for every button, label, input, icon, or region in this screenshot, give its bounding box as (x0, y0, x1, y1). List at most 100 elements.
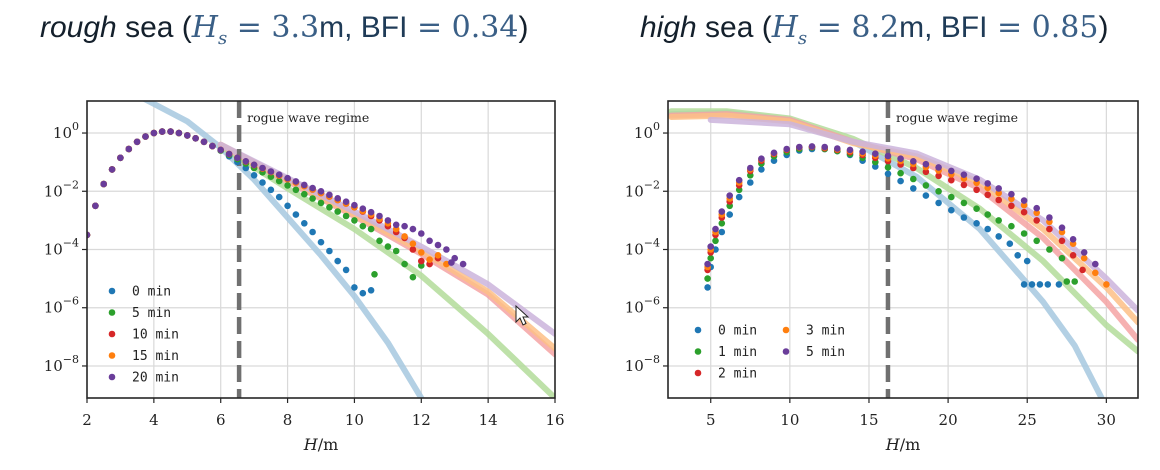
data-point (434, 252, 442, 259)
data-point (821, 143, 828, 151)
data-point (301, 220, 308, 227)
fit-curve-0-min (141, 101, 425, 398)
legend-label: 10 min (132, 328, 179, 343)
data-point (960, 214, 968, 221)
data-point (948, 167, 955, 175)
data-point (409, 246, 417, 253)
fit-curve-2-min (668, 111, 1138, 343)
data-point (284, 174, 291, 182)
data-point (275, 193, 283, 201)
data-point (704, 275, 711, 282)
data-point (284, 182, 291, 189)
data-point (334, 195, 342, 202)
data-point (1092, 269, 1099, 277)
data-point (317, 199, 325, 207)
data-point (973, 220, 980, 227)
x-tick-label: 6 (216, 411, 226, 429)
data-point (712, 246, 719, 253)
data-point (948, 193, 955, 201)
data-point (1020, 197, 1028, 204)
data-point (125, 145, 133, 153)
series-0-min (704, 145, 1063, 291)
data-point (796, 143, 803, 151)
data-point (897, 155, 904, 162)
y-tick-label: 10−6 (625, 295, 660, 317)
data-point (747, 179, 754, 186)
data-point (1033, 204, 1040, 212)
data-point (960, 181, 968, 189)
data-point (326, 247, 333, 255)
data-point (897, 177, 904, 185)
data-point (426, 237, 433, 245)
data-point (910, 185, 917, 192)
x-tick-label: 8 (283, 411, 293, 429)
y-tick-label: 10−4 (625, 237, 660, 259)
data-point (351, 201, 358, 209)
data-point (1080, 249, 1088, 256)
data-point (326, 204, 333, 211)
data-point (984, 211, 991, 218)
data-point (910, 175, 917, 183)
data-point (758, 166, 765, 173)
y-tick-label: 100 (634, 120, 660, 142)
data-point (712, 237, 719, 245)
data-point (948, 206, 955, 214)
data-point (1044, 281, 1052, 288)
data-point (1071, 278, 1078, 285)
data-point (267, 186, 275, 194)
data-point (726, 192, 733, 199)
data-point (1063, 278, 1071, 285)
data-point (995, 233, 1002, 240)
data-point (995, 185, 1002, 192)
data-point (242, 158, 250, 165)
data-point (995, 189, 1002, 197)
data-point (351, 217, 358, 224)
legend-label: 0 min (718, 324, 757, 339)
data-point (808, 143, 816, 150)
data-point (443, 260, 450, 268)
data-point (1014, 252, 1021, 259)
data-point (384, 243, 392, 250)
series-5-min (704, 143, 1099, 268)
data-point (87, 231, 91, 239)
data-point (1020, 208, 1028, 216)
data-point (922, 182, 930, 189)
legend-marker (108, 373, 116, 381)
data-point (922, 192, 930, 199)
data-point (735, 176, 743, 184)
x-tick-label: 4 (149, 411, 159, 429)
x-tick-label: 10 (345, 411, 364, 429)
data-point (935, 164, 942, 171)
x-axis-label: H/m (303, 435, 339, 454)
data-point (100, 180, 107, 188)
data-point (317, 188, 325, 195)
data-point (1020, 230, 1028, 237)
data-point (859, 148, 866, 155)
data-point (367, 208, 375, 216)
data-point (1033, 217, 1040, 224)
data-point (995, 196, 1002, 204)
x-tick-label: 5 (706, 411, 716, 429)
data-point (1008, 190, 1015, 198)
x-axis-label: H/m (885, 435, 921, 454)
data-point (409, 225, 417, 233)
annotation-rogue-wave-regime: rogue wave regime (247, 110, 369, 125)
data-point (142, 133, 149, 140)
legend-label: 0 min (132, 285, 171, 300)
data-point (884, 152, 892, 160)
data-point (409, 273, 417, 281)
data-point (376, 212, 383, 220)
data-point (973, 186, 980, 194)
data-point (1058, 237, 1066, 245)
data-point (984, 225, 991, 233)
y-tick-label: 10−2 (44, 178, 79, 200)
data-point (910, 158, 917, 165)
data-point (834, 145, 841, 152)
data-point (1046, 225, 1053, 233)
fit-curve-1-min (668, 108, 1138, 355)
data-point (401, 233, 408, 240)
plot-area (87, 101, 555, 398)
series-20-min (87, 128, 467, 268)
data-point (718, 228, 726, 236)
data-point (401, 222, 408, 230)
